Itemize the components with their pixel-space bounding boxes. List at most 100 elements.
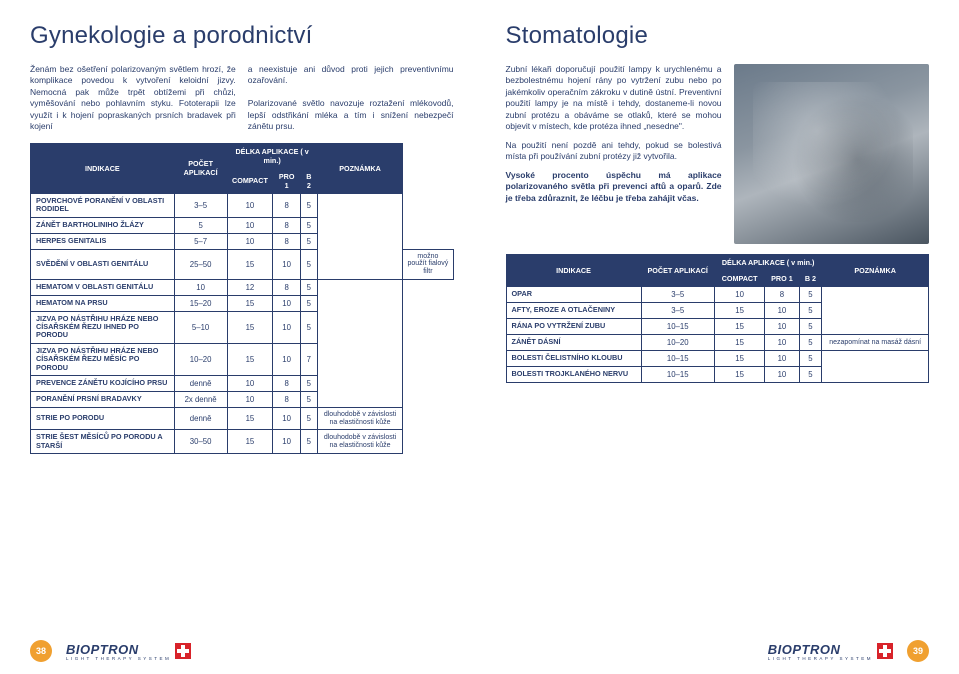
table-row: STRIE ŠEST MĚSÍCŮ PO PORODU A STARŠÍ30–5… <box>31 430 454 454</box>
cell: 10 <box>227 217 273 233</box>
cell: denně <box>174 408 227 430</box>
brand-logo: BIOPTRON LIGHT THERAPY SYSTEM <box>66 642 191 661</box>
table-row: BOLESTI ČELISTNÍHO KLOUBU10–1515105 <box>506 351 929 367</box>
cell: 5 <box>300 193 317 217</box>
left-page: Gynekologie a porodnictví Ženám bez ošet… <box>0 0 480 674</box>
row-label: JIZVA PO NÁSTŘIHU HRÁZE NEBO CÍSAŘSKÉM Ř… <box>31 343 175 375</box>
th-note: POZNÁMKA <box>822 255 929 287</box>
cell: 10 <box>273 408 301 430</box>
footer-left: 38 BIOPTRON LIGHT THERAPY SYSTEM <box>0 640 480 662</box>
note-cell <box>822 287 929 335</box>
cell: 5 <box>799 335 822 351</box>
brand-tagline: LIGHT THERAPY SYSTEM <box>66 656 171 661</box>
para-3: Vysoké procento úspěchu má aplikace pola… <box>506 170 722 204</box>
cell: 10 <box>273 249 301 279</box>
cell: 15 <box>227 430 273 454</box>
cell: 10 <box>227 392 273 408</box>
cell: 5 <box>300 392 317 408</box>
table-row: OPAR3–51085 <box>506 287 929 303</box>
cell: 10–15 <box>641 351 714 367</box>
right-page: Stomatologie Zubní lékaři doporučují pou… <box>480 0 959 674</box>
page-title: Gynekologie a porodnictví <box>30 22 454 50</box>
cell: 15 <box>714 335 764 351</box>
brand-name: BIOPTRON <box>768 642 873 657</box>
note-cell <box>317 279 403 407</box>
brand-logo: BIOPTRON LIGHT THERAPY SYSTEM <box>768 642 893 661</box>
table-row: HEMATOM V OBLASTI GENITÁLU101285 <box>31 279 454 295</box>
cell: 10 <box>714 287 764 303</box>
row-label: BOLESTI TROJKLANÉHO NERVU <box>506 367 641 383</box>
cell: 15–20 <box>174 295 227 311</box>
row-label: STRIE ŠEST MĚSÍCŮ PO PORODU A STARŠÍ <box>31 430 175 454</box>
th-compact: COMPACT <box>227 168 273 193</box>
row-label: ZÁNĚT DÁSNÍ <box>506 335 641 351</box>
row-label: POVRCHOVÉ PORANĚNÍ V OBLASTI RODIDEL <box>31 193 175 217</box>
row-label: HEMATOM V OBLASTI GENITÁLU <box>31 279 175 295</box>
cell: 8 <box>273 392 301 408</box>
row-label: JIZVA PO NÁSTŘIHU HRÁZE NEBO CÍSAŘSKÉM Ř… <box>31 311 175 343</box>
note-cell: nezapomínat na masáž dásní <box>822 335 929 351</box>
row-label: PREVENCE ZÁNĚTU KOJÍCÍHO PRSU <box>31 376 175 392</box>
cell: 10 <box>273 295 301 311</box>
cell: 10–20 <box>174 343 227 375</box>
swiss-cross-icon <box>877 643 893 659</box>
cell: 8 <box>273 193 301 217</box>
row-label: HERPES GENITALIS <box>31 233 175 249</box>
cell: 15 <box>227 295 273 311</box>
th-duration: DÉLKA APLIKACE ( v min.) <box>714 255 821 271</box>
th-duration: DÉLKA APLIKACE ( v min.) <box>227 143 317 168</box>
cell: 8 <box>273 233 301 249</box>
cell: 5–10 <box>174 311 227 343</box>
footer-right: BIOPTRON LIGHT THERAPY SYSTEM 39 <box>480 640 959 662</box>
right-text-block: Zubní lékaři doporučují použití lampy k … <box>506 64 722 244</box>
cell: 5 <box>799 319 822 335</box>
swiss-cross-icon <box>175 643 191 659</box>
cell: 5 <box>799 351 822 367</box>
row-label: PORANĚNÍ PRSNÍ BRADAVKY <box>31 392 175 408</box>
cell: 10 <box>273 430 301 454</box>
intro-col-2: a neexistuje ani důvod proti jejich prev… <box>248 64 454 133</box>
cell: 5 <box>300 376 317 392</box>
cell: 5 <box>300 279 317 295</box>
row-label: ZÁNĚT BARTHOLINIHO ŽLÁZY <box>31 217 175 233</box>
cell: 15 <box>227 408 273 430</box>
cell: 10 <box>765 367 799 383</box>
dentist-photo <box>734 64 929 244</box>
cell: 10–15 <box>641 367 714 383</box>
cell: 7 <box>300 343 317 375</box>
cell: 3–5 <box>641 303 714 319</box>
cell: 8 <box>273 217 301 233</box>
th-pro1: PRO 1 <box>273 168 301 193</box>
cell: 5 <box>300 249 317 279</box>
cell: 10–20 <box>641 335 714 351</box>
cell: 10 <box>273 343 301 375</box>
table-row: STRIE PO PORODUdenně15105dlouhodobě v zá… <box>31 408 454 430</box>
row-label: AFTY, EROZE A OTLAČENINY <box>506 303 641 319</box>
cell: 3–5 <box>641 287 714 303</box>
cell: 5 <box>300 233 317 249</box>
th-b2: B 2 <box>300 168 317 193</box>
cell: 10 <box>174 279 227 295</box>
note-cell: možno použít fialový filtr <box>403 249 453 279</box>
cell: 15 <box>227 311 273 343</box>
brand-name: BIOPTRON <box>66 642 171 657</box>
th-note: POZNÁMKA <box>317 143 403 193</box>
th-compact: COMPACT <box>714 271 764 287</box>
th-indication: INDIKACE <box>506 255 641 287</box>
cell: 12 <box>227 279 273 295</box>
cell: 10 <box>227 193 273 217</box>
intro-columns: Ženám bez ošetření polarizovaným světlem… <box>30 64 454 133</box>
page-number: 39 <box>907 640 929 662</box>
note-cell <box>822 351 929 383</box>
th-pro1: PRO 1 <box>765 271 799 287</box>
row-label: STRIE PO PORODU <box>31 408 175 430</box>
cell: 15 <box>714 351 764 367</box>
cell: 10 <box>227 233 273 249</box>
note-cell: dlouhodobě v závislosti na elastičnosti … <box>317 408 403 430</box>
th-indication: INDIKACE <box>31 143 175 193</box>
row-label: HEMATOM NA PRSU <box>31 295 175 311</box>
th-count: POČET APLIKACÍ <box>174 143 227 193</box>
cell: 30–50 <box>174 430 227 454</box>
indication-table-right: INDIKACE POČET APLIKACÍ DÉLKA APLIKACE (… <box>506 254 930 383</box>
cell: 5 <box>300 311 317 343</box>
